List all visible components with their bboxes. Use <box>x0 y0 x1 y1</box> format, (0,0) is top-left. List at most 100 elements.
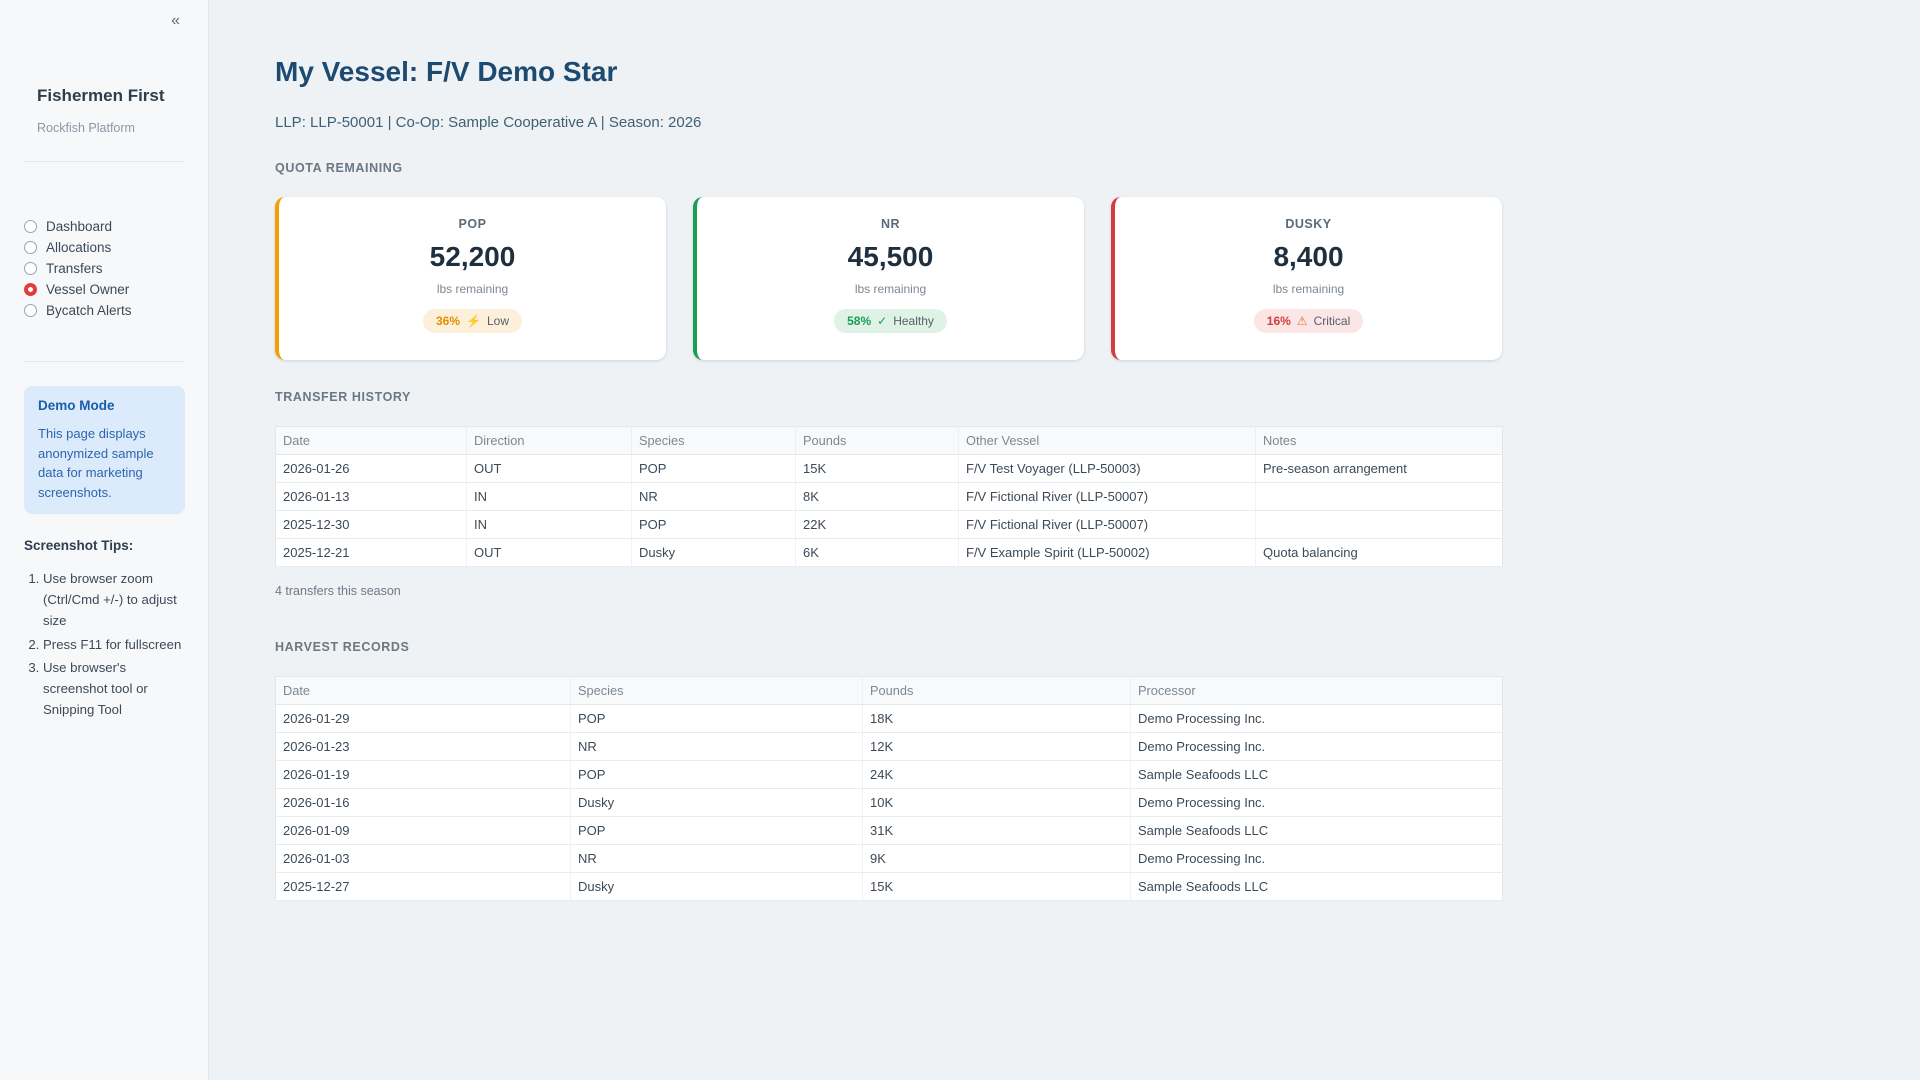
table-row: 2026-01-23 NR 12K Demo Processing Inc. <box>275 732 1503 761</box>
cell-pounds: 15K <box>862 872 1131 901</box>
cell-processor: Demo Processing Inc. <box>1130 844 1503 873</box>
cell-pounds: 22K <box>795 510 959 539</box>
cell-pounds: 24K <box>862 760 1131 789</box>
cell-pounds: 10K <box>862 788 1131 817</box>
sidebar-nav: Dashboard Allocations Transfers Vessel O… <box>24 216 184 321</box>
column-header: Date <box>275 426 467 455</box>
tip-item: Use browser's screenshot tool or Snippin… <box>43 658 187 721</box>
status-percent: 36% <box>436 314 461 328</box>
cell-other-vessel: F/V Fictional River (LLP-50007) <box>958 510 1256 539</box>
page-title: My Vessel: F/V Demo Star <box>275 56 618 87</box>
cell-pounds: 6K <box>795 538 959 567</box>
card-species-label: DUSKY <box>1285 217 1332 231</box>
cell-processor: Demo Processing Inc. <box>1130 788 1503 817</box>
nav-item-label: Allocations <box>46 240 112 255</box>
status-label: Low <box>486 314 509 328</box>
cell-species: POP <box>570 704 863 733</box>
table-row: 2026-01-26 OUT POP 15K F/V Test Voyager … <box>275 454 1503 483</box>
screenshot-tips-title: Screenshot Tips: <box>24 538 134 553</box>
column-header: Processor <box>1130 676 1503 705</box>
column-header: Direction <box>466 426 632 455</box>
table-row: 2026-01-29 POP 18K Demo Processing Inc. <box>275 704 1503 733</box>
cell-species: POP <box>631 510 796 539</box>
status-label: Healthy <box>893 314 934 328</box>
cell-notes: Pre-season arrangement <box>1255 454 1503 483</box>
section-label-harvest-records: HARVEST RECORDS <box>275 640 410 654</box>
app-subtitle: Rockfish Platform <box>37 121 135 135</box>
cell-direction: OUT <box>466 454 632 483</box>
card-species-label: NR <box>880 217 901 231</box>
cell-pounds: 9K <box>862 844 1131 873</box>
app-title: Fishermen First <box>37 86 165 105</box>
card-amount: 52,200 <box>429 241 516 272</box>
table-row: 2026-01-13 IN NR 8K F/V Fictional River … <box>275 482 1503 511</box>
quota-card: POP 52,200 lbs remaining 36% ⚡ Low <box>275 197 666 360</box>
column-header: Species <box>570 676 863 705</box>
cell-date: 2026-01-16 <box>275 788 571 817</box>
cell-processor: Sample Seafoods LLC <box>1130 760 1503 789</box>
section-label-quota-remaining: QUOTA REMAINING <box>275 161 403 175</box>
divider <box>24 361 184 362</box>
radio-icon <box>24 220 37 233</box>
status-icon: ✓ <box>877 314 888 328</box>
cell-species: Dusky <box>570 872 863 901</box>
page-subtitle: LLP: LLP-50001 | Co-Op: Sample Cooperati… <box>275 114 702 131</box>
cell-species: POP <box>570 760 863 789</box>
tip-item: Use browser zoom (Ctrl/Cmd +/-) to adjus… <box>43 569 187 632</box>
card-amount: 8,400 <box>1273 241 1344 272</box>
cell-notes: Quota balancing <box>1255 538 1503 567</box>
cell-other-vessel: F/V Example Spirit (LLP-50002) <box>958 538 1256 567</box>
cell-date: 2025-12-30 <box>275 510 467 539</box>
card-unit-label: lbs remaining <box>854 282 927 296</box>
status-badge: 58% ✓ Healthy <box>834 309 947 333</box>
status-badge: 16% ⚠ Critical <box>1253 309 1364 333</box>
cell-species: NR <box>570 732 863 761</box>
cell-species: POP <box>631 454 796 483</box>
tip-item: Press F11 for fullscreen <box>43 635 187 656</box>
cell-date: 2025-12-27 <box>275 872 571 901</box>
demo-mode-box: Demo Mode This page displays anonymized … <box>24 386 185 514</box>
cell-date: 2026-01-03 <box>275 844 571 873</box>
table-row: 2026-01-03 NR 9K Demo Processing Inc. <box>275 844 1503 873</box>
nav-item-label: Dashboard <box>46 219 113 234</box>
harvest-records-table: Date Species Pounds Processor 2026-01-29… <box>275 676 1503 901</box>
table-row: 2026-01-19 POP 24K Sample Seafoods LLC <box>275 760 1503 789</box>
main-content: My Vessel: F/V Demo Star LLP: LLP-50001 … <box>209 0 1920 1080</box>
cell-other-vessel: F/V Fictional River (LLP-50007) <box>958 482 1256 511</box>
quota-card: NR 45,500 lbs remaining 58% ✓ Healthy <box>693 197 1084 360</box>
cell-date: 2025-12-21 <box>275 538 467 567</box>
status-badge: 36% ⚡ Low <box>423 309 522 333</box>
cell-species: NR <box>631 482 796 511</box>
table-header-row: Date Direction Species Pounds Other Vess… <box>275 426 1503 455</box>
demo-mode-title: Demo Mode <box>38 398 115 413</box>
sidebar-nav-item[interactable]: Bycatch Alerts <box>24 300 184 321</box>
cell-pounds: 12K <box>862 732 1131 761</box>
radio-icon <box>24 262 37 275</box>
cell-pounds: 8K <box>795 482 959 511</box>
quota-cards: POP 52,200 lbs remaining 36% ⚡ Low NR 45… <box>275 197 1502 360</box>
cell-direction: OUT <box>466 538 632 567</box>
cell-processor: Demo Processing Inc. <box>1130 704 1503 733</box>
status-icon: ⚠ <box>1296 314 1308 328</box>
transfers-footnote: 4 transfers this season <box>275 584 401 598</box>
table-row: 2025-12-21 OUT Dusky 6K F/V Example Spir… <box>275 538 1503 567</box>
table-header-row: Date Species Pounds Processor <box>275 676 1503 705</box>
cell-direction: IN <box>466 510 632 539</box>
cell-species: Dusky <box>570 788 863 817</box>
nav-item-label: Bycatch Alerts <box>46 303 132 318</box>
sidebar-nav-item[interactable]: Dashboard <box>24 216 184 237</box>
cell-date: 2026-01-09 <box>275 816 571 845</box>
quota-card: DUSKY 8,400 lbs remaining 16% ⚠ Critical <box>1111 197 1502 360</box>
cell-direction: IN <box>466 482 632 511</box>
cell-species: POP <box>570 816 863 845</box>
cell-date: 2026-01-26 <box>275 454 467 483</box>
cell-notes <box>1255 510 1503 539</box>
table-row: 2025-12-27 Dusky 15K Sample Seafoods LLC <box>275 872 1503 901</box>
sidebar-nav-item[interactable]: Allocations <box>24 237 184 258</box>
collapse-sidebar-button[interactable]: « <box>171 12 180 29</box>
column-header: Pounds <box>795 426 959 455</box>
sidebar-nav-item[interactable]: Transfers <box>24 258 184 279</box>
sidebar-nav-item[interactable]: Vessel Owner <box>24 279 184 300</box>
status-percent: 58% <box>847 314 872 328</box>
